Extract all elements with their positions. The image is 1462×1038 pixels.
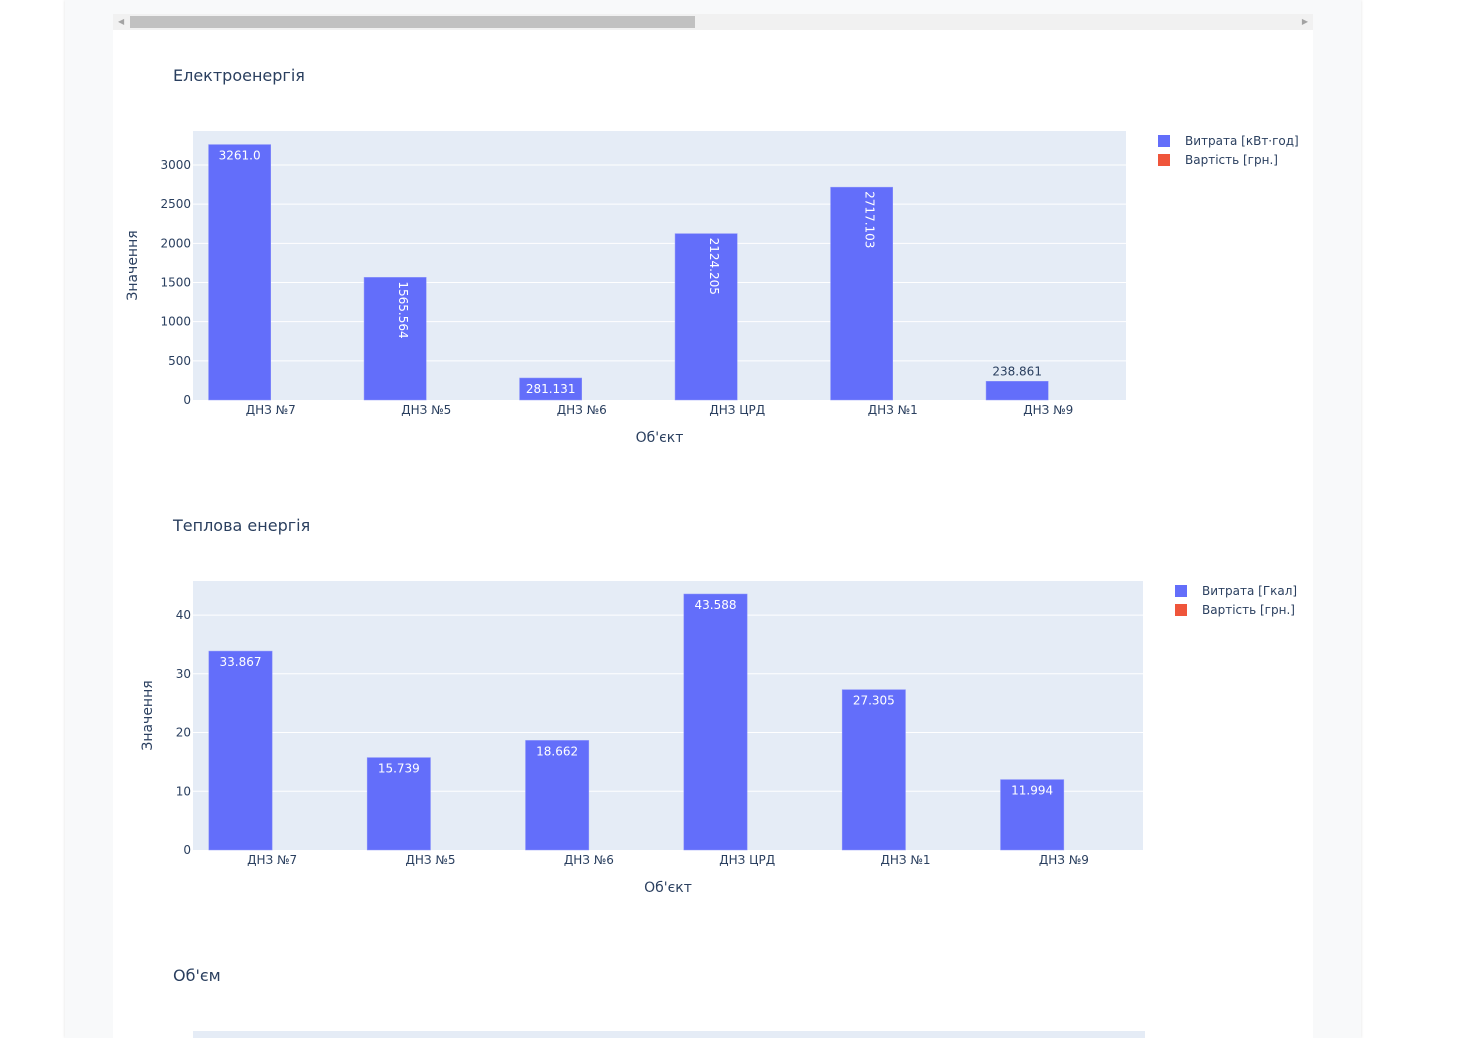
- horizontal-scrollbar[interactable]: ◀ ▶: [113, 14, 1313, 30]
- y-tick-label: 10: [176, 784, 191, 798]
- bar-label: 27.305: [853, 694, 895, 708]
- chart-1: Теплова енергія 0 10 20 30 40 ДНЗ №7 33.867 ДНЗ …: [140, 516, 1297, 896]
- legend-swatch[interactable]: [1158, 135, 1170, 147]
- charts-card: ◀ ▶ Електроенергія 0 500 1000 1500 2000 2500 30…: [113, 14, 1313, 1038]
- legend-swatch[interactable]: [1158, 154, 1170, 166]
- bar: [208, 144, 272, 401]
- bar: [519, 377, 582, 401]
- bar-label: 1565.564: [396, 281, 410, 338]
- chart-title: Теплова енергія: [172, 516, 310, 535]
- bar-label: 2124.205: [707, 238, 721, 295]
- bar-label: 238.861: [992, 364, 1042, 378]
- x-tick-label: ДНЗ ЦРД: [719, 853, 775, 867]
- legend-swatch[interactable]: [1175, 604, 1187, 616]
- x-axis-title: Об'єкт: [636, 430, 684, 446]
- y-tick-label: 1000: [160, 315, 191, 329]
- x-tick-label: ДНЗ №9: [1039, 853, 1089, 867]
- legend-item[interactable]: Вартість [грн.]: [1185, 153, 1278, 167]
- x-tick-label: ДНЗ №5: [401, 403, 451, 417]
- bar-label: 15.739: [378, 762, 420, 776]
- bar-label: 281.131: [526, 382, 576, 396]
- bar-label: 11.994: [1011, 784, 1053, 798]
- x-tick-label: ДНЗ №6: [557, 403, 607, 417]
- x-tick-label: ДНЗ ЦРД: [709, 403, 765, 417]
- x-tick-label: ДНЗ №5: [405, 853, 455, 867]
- y-tick-label: 3000: [160, 158, 191, 172]
- y-tick-label: 40: [176, 608, 191, 622]
- bar: [841, 689, 906, 851]
- legend-swatch[interactable]: [1175, 585, 1187, 597]
- y-tick-label: 2000: [160, 236, 191, 250]
- legend-item[interactable]: Витрата [Гкал]: [1202, 584, 1297, 598]
- bar-label: 3261.0: [219, 149, 261, 163]
- x-tick-label: ДНЗ №7: [247, 853, 297, 867]
- y-tick-label: 0: [183, 393, 191, 407]
- plot-area: [193, 1031, 1145, 1038]
- bar: [674, 233, 738, 401]
- bar: [363, 277, 427, 401]
- y-tick-label: 30: [176, 667, 191, 681]
- bar-label: 33.867: [220, 655, 262, 669]
- scroll-right-icon[interactable]: ▶: [1301, 17, 1308, 26]
- scrollbar-thumb[interactable]: [130, 16, 695, 28]
- plot-area: [193, 131, 1126, 400]
- x-tick-label: ДНЗ №9: [1023, 403, 1073, 417]
- charts-svg: Електроенергія 0 500 1000 1500 2000 2500 3000 ДН…: [125, 66, 1299, 1038]
- bar-label: 18.662: [536, 744, 578, 758]
- chart-0: Електроенергія 0 500 1000 1500 2000 2500 3000 ДН…: [125, 66, 1299, 446]
- y-tick-label: 1500: [160, 275, 191, 289]
- bar: [208, 650, 273, 851]
- scroll-left-icon[interactable]: ◀: [118, 17, 125, 26]
- legend-item[interactable]: Витрата [кВт·год]: [1185, 134, 1299, 148]
- y-tick-label: 0: [183, 843, 191, 857]
- legend-item[interactable]: Вартість [грн.]: [1202, 603, 1295, 617]
- bar: [830, 186, 893, 401]
- chart-title: Об'єм: [173, 966, 221, 985]
- bar: [525, 740, 590, 851]
- plot-area: [193, 581, 1143, 850]
- bar: [985, 381, 1049, 401]
- bar: [366, 757, 431, 851]
- chart-2: Об'єм: [173, 966, 1145, 1038]
- x-tick-label: ДНЗ №1: [868, 403, 918, 417]
- y-tick-label: 20: [176, 726, 191, 740]
- x-tick-label: ДНЗ №1: [880, 853, 930, 867]
- x-tick-label: ДНЗ №6: [564, 853, 614, 867]
- bar-label: 2717.103: [863, 191, 877, 248]
- y-tick-label: 500: [168, 354, 191, 368]
- bar: [1000, 779, 1065, 851]
- x-tick-label: ДНЗ №7: [246, 403, 296, 417]
- bar: [683, 593, 748, 851]
- bar-label: 43.588: [695, 598, 737, 612]
- y-axis-title: Значення: [140, 680, 156, 750]
- chart-title: Електроенергія: [173, 66, 305, 85]
- y-axis-title: Значення: [125, 230, 141, 300]
- x-axis-title: Об'єкт: [644, 880, 692, 896]
- y-tick-label: 2500: [160, 197, 191, 211]
